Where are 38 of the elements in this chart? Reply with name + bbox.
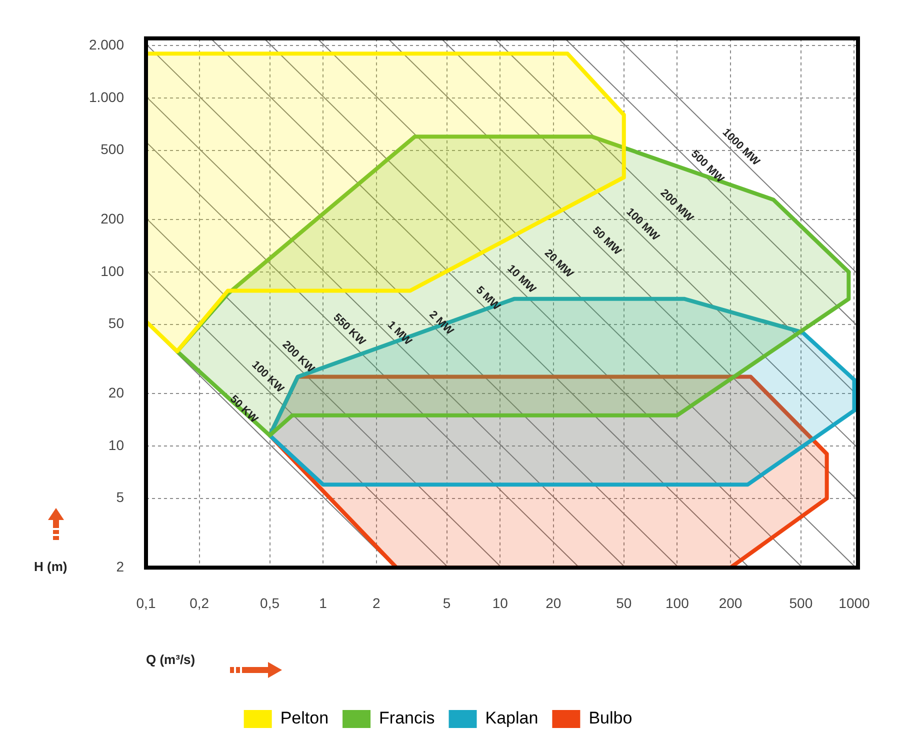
x-tick-label: 2: [372, 594, 380, 611]
x-tick-label: 100: [666, 594, 690, 611]
y-tick-label: 10: [108, 436, 124, 453]
y-tick-label: 50: [108, 315, 124, 332]
annotation: 1 MW: [385, 318, 414, 348]
x-tick-label: 1: [319, 594, 328, 611]
annotation: 10 MW: [504, 262, 538, 296]
y-tick-label: 2.000: [88, 36, 124, 52]
legend-label: Bulbo: [588, 708, 632, 728]
x-tick-label: 0,1: [136, 594, 156, 611]
x-tick-label: 200: [718, 594, 742, 611]
x-tick-label: 20: [546, 594, 562, 611]
y-tick-label: 100: [100, 262, 124, 279]
x-tick-label: 1000: [838, 594, 870, 611]
y-axis-title: H (m): [34, 559, 68, 574]
annotation: 20 MW: [542, 247, 576, 281]
annotation: 500 MW: [688, 148, 727, 186]
annotation: 2 MW: [426, 308, 456, 338]
annotation: 50 KW: [228, 393, 260, 426]
x-tick-label: 10: [492, 594, 508, 611]
annotation: 50 MW: [590, 224, 624, 258]
y-tick-label: 20: [108, 384, 124, 400]
legend-label: Kaplan: [485, 708, 538, 728]
x-tick-label: 50: [616, 594, 632, 611]
x-tick-label: 0,2: [190, 594, 210, 611]
x-tick-label: 5: [442, 594, 451, 611]
y-tick-label: 5: [116, 489, 124, 506]
y-tick-label: 500: [100, 141, 124, 158]
y-tick-label: 2: [116, 558, 124, 574]
y-tick-label: 1.000: [88, 88, 124, 105]
annotation: 5 MW: [473, 284, 503, 314]
x-tick-label: 0,5: [260, 594, 280, 611]
x-tick-label: 500: [789, 594, 813, 611]
y-tick-label: 200: [100, 210, 124, 226]
annotation: 550 KW: [330, 312, 368, 348]
legend-label: Francis: [379, 708, 435, 728]
x-axis-title: Q (m³/s): [146, 652, 196, 667]
legend-label: Pelton: [280, 708, 329, 728]
